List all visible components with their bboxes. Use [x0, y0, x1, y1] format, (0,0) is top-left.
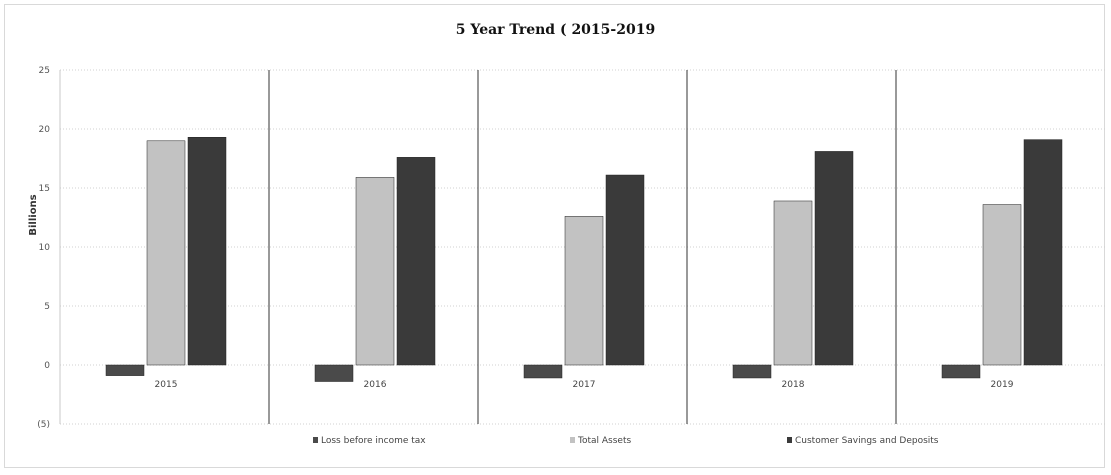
- bar: [187, 137, 227, 366]
- bar: [396, 157, 436, 366]
- bar: [605, 174, 645, 366]
- legend-label: Loss before income tax: [321, 436, 426, 446]
- x-tick-label: 2018: [782, 380, 805, 390]
- y-tick-label: 0: [44, 361, 50, 371]
- legend-label: Customer Savings and Deposits: [795, 436, 939, 446]
- bar-layer: [105, 137, 1063, 382]
- bar: [1023, 139, 1063, 366]
- bar: [105, 364, 145, 376]
- x-tick-label: 2016: [364, 380, 387, 390]
- chart-title: 5 Year Trend ( 2015-2019: [455, 22, 656, 38]
- bar: [941, 364, 981, 379]
- x-tick-label: 2015: [155, 380, 178, 390]
- y-tick-label: 15: [39, 184, 50, 194]
- y-tick-label: 5: [44, 302, 50, 312]
- bar: [982, 204, 1022, 366]
- y-tick-label: 20: [39, 125, 51, 135]
- grid-layer: [60, 69, 1105, 425]
- bar: [773, 200, 813, 366]
- bar: [523, 364, 563, 379]
- x-tick-label: 2017: [573, 380, 596, 390]
- bar: [146, 140, 186, 366]
- y-tick-label: 10: [39, 243, 51, 253]
- legend-label: Total Assets: [577, 436, 631, 446]
- bar: [732, 364, 772, 379]
- chart-frame: [4, 4, 1105, 468]
- y-tick-label: 25: [39, 66, 50, 76]
- bar: [314, 364, 354, 382]
- y-axis-label: Billions: [28, 194, 39, 235]
- bar: [814, 151, 854, 366]
- legend-swatch: [313, 437, 318, 443]
- bar: [355, 177, 395, 366]
- legend: Loss before income tax Total Assets Custom…: [313, 436, 939, 446]
- bar: [564, 216, 604, 366]
- legend-swatch: [570, 437, 575, 443]
- legend-swatch: [787, 437, 792, 443]
- x-tick-label: 2019: [991, 380, 1014, 390]
- y-tick-label: (5): [37, 420, 50, 430]
